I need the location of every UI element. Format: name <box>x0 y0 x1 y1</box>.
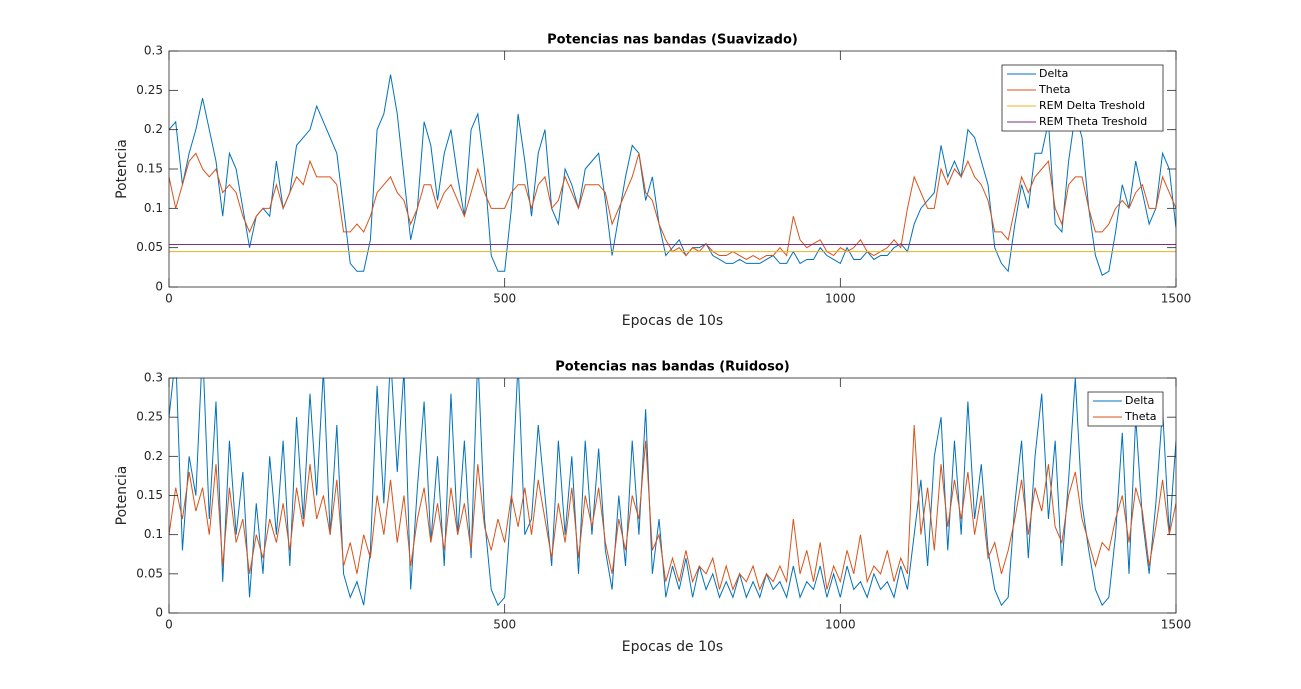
legend-label: REM Theta Treshold <box>1039 115 1147 128</box>
legend-label: Delta <box>1039 67 1068 80</box>
x-axis-label: Epocas de 10s <box>622 639 723 655</box>
y-tick-label: 0.15 <box>136 488 163 502</box>
y-tick-label: 0.05 <box>136 566 163 580</box>
legend-label: REM Delta Treshold <box>1039 99 1145 112</box>
series-line <box>169 74 1176 276</box>
legend-box <box>1087 391 1164 427</box>
y-tick-label: 0 <box>155 606 163 620</box>
y-tick-label: 0.2 <box>144 122 163 136</box>
legend-label: Theta <box>1124 410 1157 423</box>
y-tick-label: 0.3 <box>144 44 163 58</box>
axes-background <box>169 378 1176 613</box>
plot-area <box>169 74 1176 276</box>
y-tick-label: 0.25 <box>136 410 163 424</box>
chart-title: Potencias nas bandas (Suavizado) <box>547 33 798 48</box>
y-axis-label: Potencia <box>114 466 130 526</box>
x-axis-label: Epocas de 10s <box>622 313 723 329</box>
y-tick-label: 0 <box>155 280 163 294</box>
plot-area <box>169 378 1176 607</box>
x-tick-label: 1500 <box>1161 618 1192 632</box>
y-tick-label: 0.3 <box>144 371 163 385</box>
chart-title: Potencias nas bandas (Ruidoso) <box>555 360 789 375</box>
y-tick-label: 0.1 <box>144 527 163 541</box>
y-tick-label: 0.1 <box>144 201 163 215</box>
x-tick-label: 500 <box>493 618 516 632</box>
series-line <box>169 378 1176 607</box>
y-tick-label: 0.25 <box>136 83 163 97</box>
series-line <box>169 424 1176 591</box>
legend-label: Theta <box>1038 83 1071 96</box>
legend-label: Delta <box>1125 394 1154 407</box>
legend-box <box>1001 64 1164 132</box>
x-tick-label: 1000 <box>825 292 856 306</box>
x-tick-label: 0 <box>165 292 173 306</box>
y-tick-label: 0.05 <box>136 240 163 254</box>
y-tick-label: 0.15 <box>136 162 163 176</box>
x-tick-label: 500 <box>493 292 516 306</box>
y-axis-label: Potencia <box>114 139 130 199</box>
x-tick-label: 1000 <box>825 618 856 632</box>
x-tick-label: 1500 <box>1161 292 1192 306</box>
x-tick-label: 0 <box>165 618 173 632</box>
y-tick-label: 0.2 <box>144 449 163 463</box>
